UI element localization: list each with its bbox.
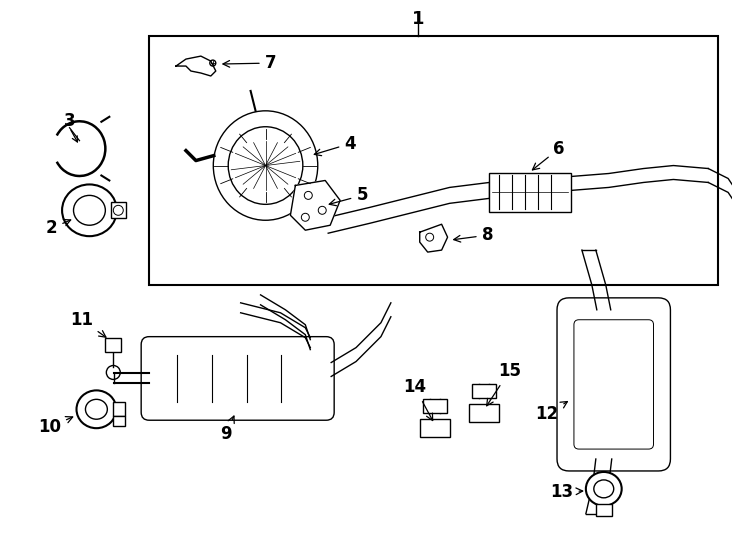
- Bar: [423, 400, 446, 413]
- Text: 11: 11: [70, 310, 106, 337]
- Ellipse shape: [214, 111, 318, 220]
- Ellipse shape: [594, 480, 614, 498]
- Text: 1: 1: [412, 10, 424, 28]
- FancyBboxPatch shape: [557, 298, 670, 471]
- Text: 7: 7: [223, 54, 276, 72]
- Text: 5: 5: [330, 186, 368, 206]
- Ellipse shape: [76, 390, 116, 428]
- Ellipse shape: [85, 400, 107, 419]
- Bar: [112, 202, 126, 218]
- Ellipse shape: [73, 195, 106, 225]
- Ellipse shape: [586, 472, 622, 506]
- Text: 15: 15: [487, 362, 520, 406]
- Bar: [149, 36, 718, 285]
- Bar: [470, 404, 499, 422]
- Text: 13: 13: [550, 483, 583, 501]
- Text: 9: 9: [220, 416, 234, 443]
- Bar: [113, 402, 126, 416]
- Bar: [420, 419, 449, 437]
- Polygon shape: [420, 224, 448, 252]
- FancyBboxPatch shape: [141, 336, 334, 420]
- Polygon shape: [176, 56, 216, 76]
- Text: 14: 14: [403, 379, 432, 421]
- Text: 2: 2: [46, 219, 70, 237]
- Ellipse shape: [228, 127, 303, 204]
- Text: 8: 8: [454, 226, 493, 244]
- Bar: [596, 504, 611, 516]
- Bar: [490, 172, 571, 212]
- Text: 10: 10: [38, 416, 73, 436]
- Text: 4: 4: [314, 134, 356, 156]
- Bar: [106, 338, 121, 352]
- Bar: [473, 384, 496, 399]
- Text: 3: 3: [64, 112, 76, 130]
- Polygon shape: [291, 180, 340, 230]
- Text: 6: 6: [532, 140, 564, 170]
- Text: 12: 12: [536, 402, 567, 423]
- FancyBboxPatch shape: [574, 320, 653, 449]
- Bar: [113, 416, 126, 426]
- Ellipse shape: [62, 185, 117, 236]
